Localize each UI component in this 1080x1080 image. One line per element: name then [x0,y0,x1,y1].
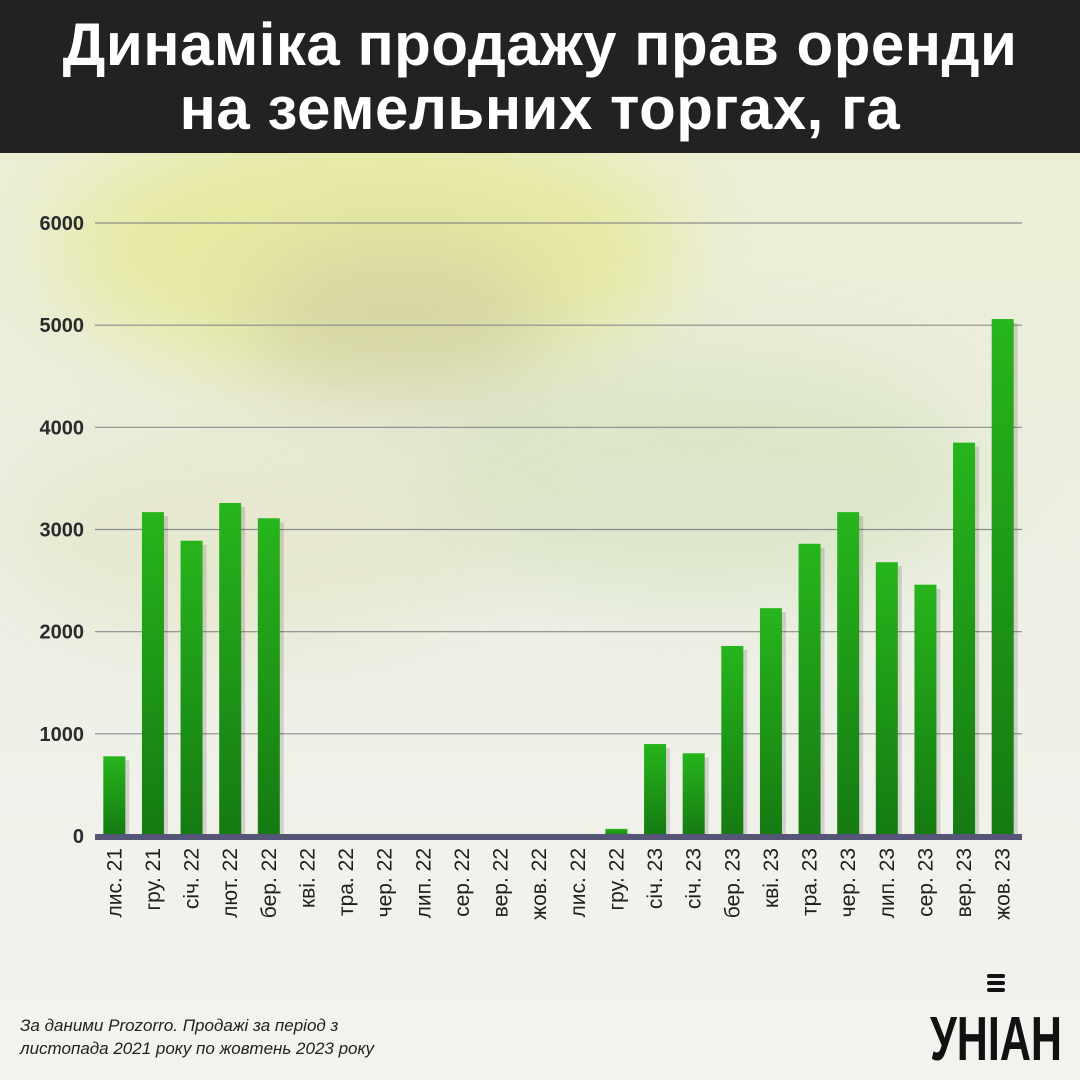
x-tick-label: бер. 22 [258,848,281,918]
x-tick-label: чер. 23 [837,848,860,917]
x-tick-label: жов. 22 [528,848,551,920]
x-tick-label: лис. 22 [567,848,590,918]
bar [759,608,782,836]
x-tick-label: сер. 22 [451,848,474,917]
bar [644,744,667,836]
x-tick-label: кві. 23 [760,848,783,908]
source-line-1: За даними Prozorro. Продажі за період з [20,1016,339,1035]
source-note: За даними Prozorro. Продажі за період з … [20,1014,440,1060]
y-tick-label: 2000 [40,622,85,644]
x-tick-label: січ. 23 [683,848,706,909]
bar [605,828,628,836]
y-tick-label: 4000 [40,417,85,439]
x-tick-label: лис. 21 [103,848,126,918]
bar [953,442,976,836]
x-tick-label: гру. 21 [142,848,165,911]
x-tick-label: гру. 22 [605,848,628,911]
bar [837,512,860,836]
y-tick-label: 5000 [40,315,85,337]
bar [721,645,744,836]
logo-text: УНІАН [930,1005,1062,1064]
y-tick-label: 6000 [40,213,85,235]
x-axis-baseline [95,834,1022,840]
header: Динаміка продажу прав оренди на земельни… [0,0,1080,153]
x-tick-label: вер. 23 [953,848,976,917]
bar [141,512,164,836]
x-tick-label: чер. 22 [374,848,397,917]
x-tick-label: тра. 22 [335,848,358,916]
x-tick-label: жов. 23 [992,848,1015,920]
unian-logo: УНІАН [930,974,1062,1064]
x-tick-label: січ. 23 [644,848,667,909]
title-line-2: на земельних торгах, га [179,75,901,142]
x-tick-label: кві. 22 [296,848,319,908]
bar [103,756,126,836]
x-tick-label: лип. 22 [412,848,435,918]
bar [914,584,937,836]
y-tick-label: 1000 [40,724,85,746]
bar [180,540,203,836]
bar [257,518,280,836]
x-tick-label: лип. 23 [876,848,899,918]
bar [798,543,821,836]
bar [875,562,898,836]
x-tick-label: лют. 22 [219,848,242,918]
bar [219,502,242,836]
bar [991,319,1014,837]
x-tick-label: вер. 22 [490,848,513,917]
y-tick-label: 3000 [40,520,85,542]
bar [682,753,705,836]
source-line-2: листопада 2021 року по жовтень 2023 року [20,1039,375,1058]
x-tick-label: січ. 22 [181,848,204,909]
x-tick-label: бер. 23 [721,848,744,918]
y-tick-label: 0 [73,826,84,848]
title-line-1: Динаміка продажу прав оренди [62,11,1018,78]
x-tick-label: тра. 23 [799,848,822,916]
logo-mark-icon [987,974,1005,992]
x-tick-label: сер. 23 [914,848,937,917]
